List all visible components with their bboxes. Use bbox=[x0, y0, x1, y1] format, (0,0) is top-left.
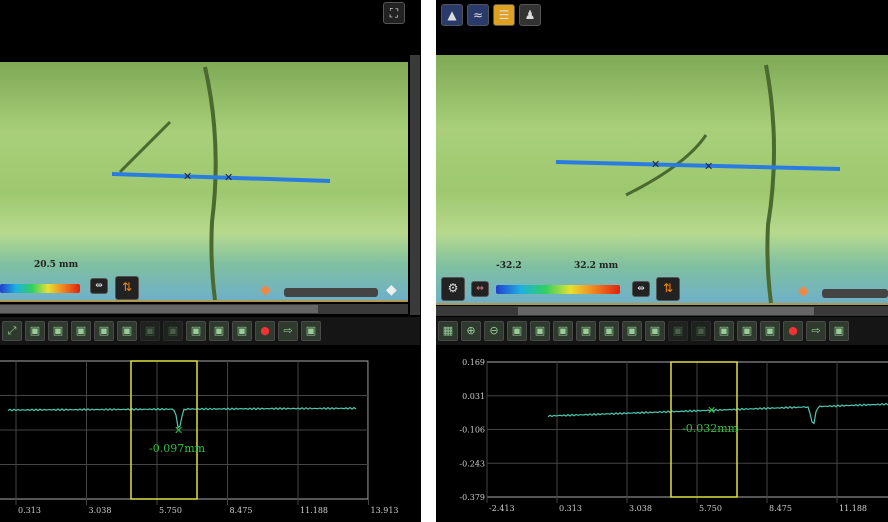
swap-colors-icon[interactable]: ⇅ bbox=[656, 277, 680, 301]
3d-view-icon[interactable]: ♟ bbox=[519, 4, 541, 26]
zoom-in-icon[interactable]: ⊕ bbox=[461, 321, 481, 341]
color-scale-bar[interactable] bbox=[0, 284, 80, 293]
cursor-marker-icon: ✕ bbox=[183, 170, 192, 183]
profile-chart[interactable]: 0.313 3.038 5.750 8.475 11.188 13.913 ✕ -0.097m… bbox=[0, 350, 420, 522]
x-tick-label: 11.188 bbox=[300, 506, 328, 515]
zoom-region-alt-icon[interactable]: ▣ bbox=[48, 321, 68, 341]
layers-icon[interactable]: ☰ bbox=[493, 4, 515, 26]
cursor-marker-icon: ✕ bbox=[707, 404, 716, 417]
record-icon[interactable]: ● bbox=[783, 321, 803, 341]
view-mode-toolbar: ▲ ≈ ☰ ♟ bbox=[441, 4, 541, 26]
opacity-slider[interactable] bbox=[822, 289, 888, 298]
color-mode-icon[interactable]: ◆ bbox=[798, 283, 809, 299]
export-icon[interactable]: ⇨ bbox=[278, 321, 298, 341]
grid-view-icon[interactable]: ▣ bbox=[599, 321, 619, 341]
measure-3-icon[interactable]: ▣ bbox=[232, 321, 252, 341]
zoom-x-in-icon[interactable]: ▣ bbox=[507, 321, 527, 341]
measure-line bbox=[555, 160, 841, 171]
zoom-region-icon[interactable]: ▣ bbox=[25, 321, 45, 341]
measure-1-icon[interactable]: ▣ bbox=[714, 321, 734, 341]
zoom-region-icon[interactable]: ▣ bbox=[553, 321, 573, 341]
measure-line bbox=[111, 172, 331, 183]
fit-range-icon[interactable]: ⇹ bbox=[90, 278, 108, 294]
y-tick-label: 0.169 bbox=[462, 358, 485, 367]
profile-chart[interactable]: -2.413 0.313 3.038 5.750 8.475 11.188 0.169 0.0… bbox=[436, 350, 888, 522]
record-icon[interactable]: ● bbox=[255, 321, 275, 341]
settings-gear-icon[interactable]: ⚙ bbox=[441, 277, 465, 301]
toolbar: ⤢ ▣ ▣ ▣ ▣ ▣ ▣ ▣ ▣ ▣ ▣ ● ⇨ ▣ bbox=[0, 317, 420, 345]
image-view-icon[interactable]: ▣ bbox=[94, 321, 114, 341]
color-mode-icon[interactable]: ◆ bbox=[260, 282, 271, 298]
readout-label: -0.097mm bbox=[149, 442, 206, 455]
export-icon[interactable]: ⇨ bbox=[806, 321, 826, 341]
scale-min-label: -32.2 bbox=[496, 261, 522, 271]
profile-line bbox=[547, 402, 888, 425]
x-tick-label: 5.750 bbox=[699, 504, 722, 513]
zoom-fit-icon[interactable]: ⤢ bbox=[2, 321, 22, 341]
zoom-y-in-icon[interactable]: ▣ bbox=[530, 321, 550, 341]
profile-view-icon[interactable]: ▣ bbox=[117, 321, 137, 341]
fit-range-icon[interactable]: ⇹ bbox=[632, 281, 650, 297]
y-tick-label: -0.379 bbox=[459, 493, 485, 502]
readout-label: -0.032mm bbox=[682, 422, 739, 435]
grid-view-icon[interactable]: ▣ bbox=[71, 321, 91, 341]
measure-2-icon[interactable]: ▣ bbox=[737, 321, 757, 341]
measure-2-icon[interactable]: ▣ bbox=[209, 321, 229, 341]
measure-1-icon[interactable]: ▣ bbox=[186, 321, 206, 341]
toolbar: ▦ ⊕ ⊖ ▣ ▣ ▣ ▣ ▣ ▣ ▣ ▣ ▣ ▣ ▣ ▣ ● ⇨ ▣ bbox=[436, 317, 888, 345]
vertical-scrollbar[interactable] bbox=[410, 55, 420, 315]
cursor-marker-icon: ✕ bbox=[224, 171, 233, 184]
disabled-a-icon[interactable]: ▣ bbox=[140, 321, 160, 341]
grayscale-icon[interactable]: ◆ bbox=[386, 282, 397, 298]
measurement-window bbox=[670, 361, 738, 498]
opacity-slider[interactable] bbox=[284, 288, 378, 297]
measurement-window bbox=[130, 360, 198, 500]
cursor-marker-icon: ✕ bbox=[174, 424, 183, 437]
left-viewer-panel: ⛶ ✕ ✕ 20.5 mm ⇹ ⇅ ◆ ◆ ⤢ ▣ ▣ ▣ ▣ ▣ ▣ ▣ ▣ ▣ ▣ ● ⇨ ▣ 0.3… bbox=[0, 0, 421, 522]
y-tick-label: -0.243 bbox=[459, 459, 485, 468]
disabled-a-icon[interactable]: ▣ bbox=[668, 321, 688, 341]
x-tick-label: 5.750 bbox=[159, 506, 182, 515]
swap-colors-icon[interactable]: ⇅ bbox=[115, 276, 139, 300]
cursor-marker-icon: ✕ bbox=[704, 160, 713, 173]
x-tick-label: 11.188 bbox=[839, 504, 867, 513]
profile-view-icon[interactable]: ▣ bbox=[645, 321, 665, 341]
profile-icon[interactable]: ≈ bbox=[467, 4, 489, 26]
scan-image[interactable]: ✕ ✕ 20.5 mm ⇹ ⇅ ◆ ◆ bbox=[0, 62, 408, 302]
disabled-b-icon[interactable]: ▣ bbox=[163, 321, 183, 341]
x-tick-label: -2.413 bbox=[489, 504, 515, 513]
reset-range-icon[interactable]: ⇔ bbox=[471, 281, 489, 297]
horizontal-scrollbar[interactable] bbox=[436, 306, 888, 316]
scale-max-label: 32.2 mm bbox=[574, 261, 619, 271]
disabled-b-icon[interactable]: ▣ bbox=[691, 321, 711, 341]
x-tick-label: 3.038 bbox=[89, 506, 112, 515]
scan-image[interactable]: ✕ ✕ -32.2 32.2 mm ⚙ ⇔ ⇹ ⇅ ◆ bbox=[436, 55, 888, 305]
x-tick-label: 8.475 bbox=[230, 506, 253, 515]
scale-label: 20.5 mm bbox=[34, 260, 79, 270]
x-tick-label: 0.313 bbox=[18, 506, 41, 515]
layout-icon[interactable]: ▦ bbox=[438, 321, 458, 341]
right-viewer-panel: ▲ ≈ ☰ ♟ ✕ ✕ -32.2 32.2 mm ⚙ ⇔ ⇹ ⇅ ◆ ▦ ⊕ ⊖ ▣ ▣ ▣ ▣… bbox=[436, 0, 888, 522]
measure-3-icon[interactable]: ▣ bbox=[760, 321, 780, 341]
color-scale-bar[interactable] bbox=[496, 285, 620, 294]
fullscreen-icon[interactable]: ⛶ bbox=[383, 2, 405, 24]
image-view-icon[interactable]: ▣ bbox=[622, 321, 642, 341]
x-tick-label: 8.475 bbox=[769, 504, 792, 513]
horizontal-scrollbar[interactable] bbox=[0, 304, 408, 314]
x-tick-label: 3.038 bbox=[629, 504, 652, 513]
x-tick-label: 13.913 bbox=[371, 506, 399, 515]
zoom-out-icon[interactable]: ⊖ bbox=[484, 321, 504, 341]
report-icon[interactable]: ▣ bbox=[829, 321, 849, 341]
profile-line bbox=[7, 406, 357, 429]
y-tick-label: 0.031 bbox=[462, 392, 485, 401]
zoom-region-alt-icon[interactable]: ▣ bbox=[576, 321, 596, 341]
y-tick-label: -0.106 bbox=[459, 426, 485, 435]
x-tick-label: 0.313 bbox=[559, 504, 582, 513]
cursor-marker-icon: ✕ bbox=[651, 158, 660, 171]
report-icon[interactable]: ▣ bbox=[301, 321, 321, 341]
height-map-icon[interactable]: ▲ bbox=[441, 4, 463, 26]
